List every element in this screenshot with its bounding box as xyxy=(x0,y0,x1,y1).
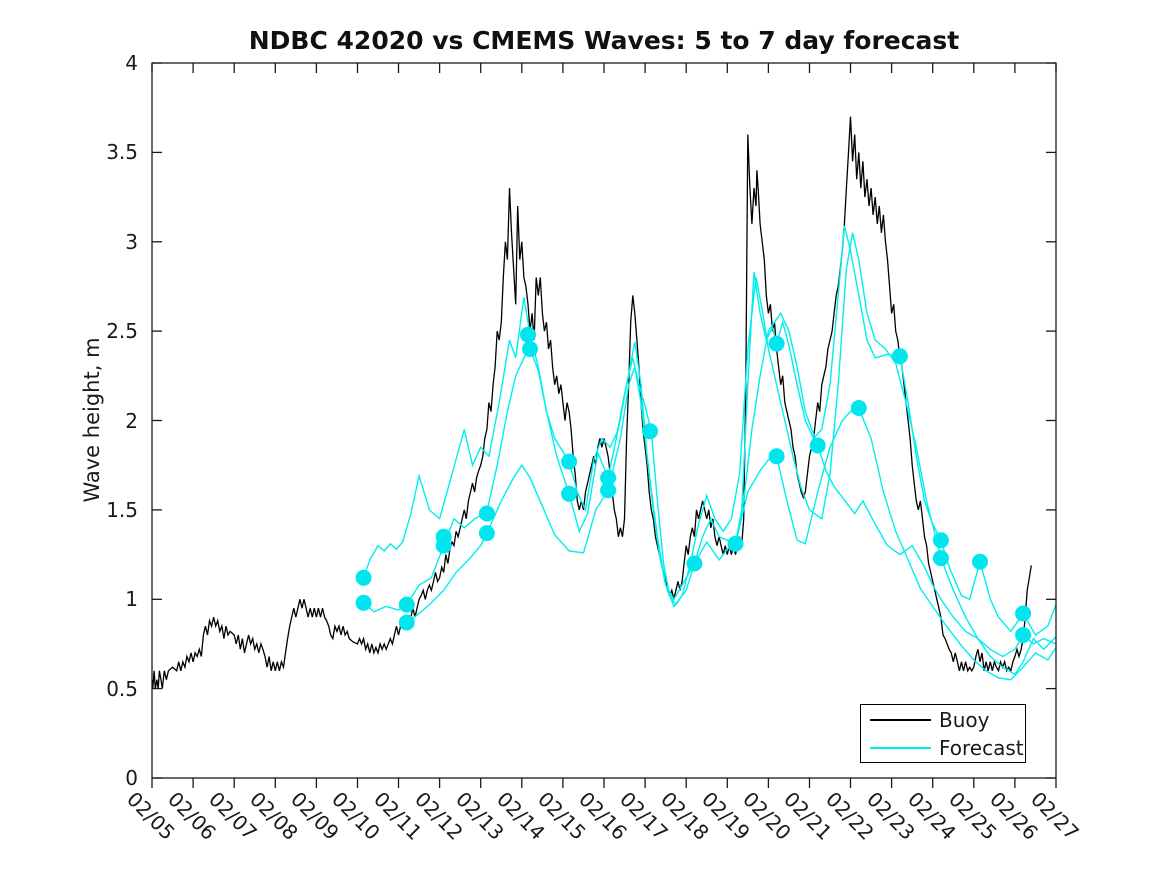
forecast-start-marker xyxy=(768,335,785,352)
forecast-start-marker xyxy=(642,423,658,440)
forecast-start-marker xyxy=(398,614,415,631)
legend: Buoy Forecast xyxy=(860,704,1026,763)
forecast-series-line xyxy=(363,232,1057,676)
forecast-start-marker xyxy=(768,448,785,465)
axes-box xyxy=(151,62,1057,779)
forecast-start-marker xyxy=(972,553,988,570)
forecast-start-marker xyxy=(520,326,536,343)
forecast-start-marker xyxy=(355,569,372,586)
legend-label-buoy: Buoy xyxy=(939,707,990,732)
forecast-series-line xyxy=(734,311,1057,658)
forecast-start-marker xyxy=(478,505,495,522)
buoy-series-line xyxy=(151,116,1032,689)
y-tick-label: 3 xyxy=(125,229,138,254)
forecast-start-marker xyxy=(809,437,826,454)
y-tick-label: 0 xyxy=(125,766,138,790)
forecast-start-marker xyxy=(727,535,744,552)
forecast-start-marker xyxy=(561,485,578,502)
legend-item-buoy: Buoy xyxy=(861,706,1025,734)
forecast-start-marker xyxy=(891,348,908,365)
y-tick-label: 2.5 xyxy=(106,319,138,344)
forecast-start-marker xyxy=(1015,605,1032,622)
forecast-start-marker xyxy=(398,596,415,613)
chart-title: NDBC 42020 vs CMEMS Waves: 5 to 7 day fo… xyxy=(248,26,960,55)
forecast-start-marker xyxy=(932,550,949,567)
y-tick-label: 4 xyxy=(125,51,138,75)
forecast-start-marker xyxy=(1015,627,1032,643)
forecast-start-marker xyxy=(561,453,578,470)
forecast-start-marker xyxy=(600,482,617,499)
y-tick-label: 2 xyxy=(125,408,138,433)
forecast-line-sample xyxy=(870,746,931,749)
y-tick-label: 1.5 xyxy=(106,497,138,522)
forecast-start-marker xyxy=(932,532,949,549)
y-tick-label: 1 xyxy=(125,587,138,612)
y-tick-label: 0.5 xyxy=(106,676,138,701)
forecast-start-marker xyxy=(522,341,538,357)
forecast-start-marker xyxy=(686,555,703,572)
forecast-start-marker xyxy=(355,594,372,611)
forecast-start-marker xyxy=(850,400,867,416)
legend-item-forecast: Forecast xyxy=(861,734,1025,762)
forecast-start-marker xyxy=(478,525,495,542)
forecast-start-marker xyxy=(435,537,452,554)
forecast-series-line xyxy=(362,225,1057,637)
forecast-series-line xyxy=(406,366,1057,681)
legend-label-forecast: Forecast xyxy=(939,735,1024,760)
forecast-start-marker xyxy=(600,469,617,486)
buoy-line-sample xyxy=(870,718,931,721)
y-tick-label: 3.5 xyxy=(106,140,138,165)
